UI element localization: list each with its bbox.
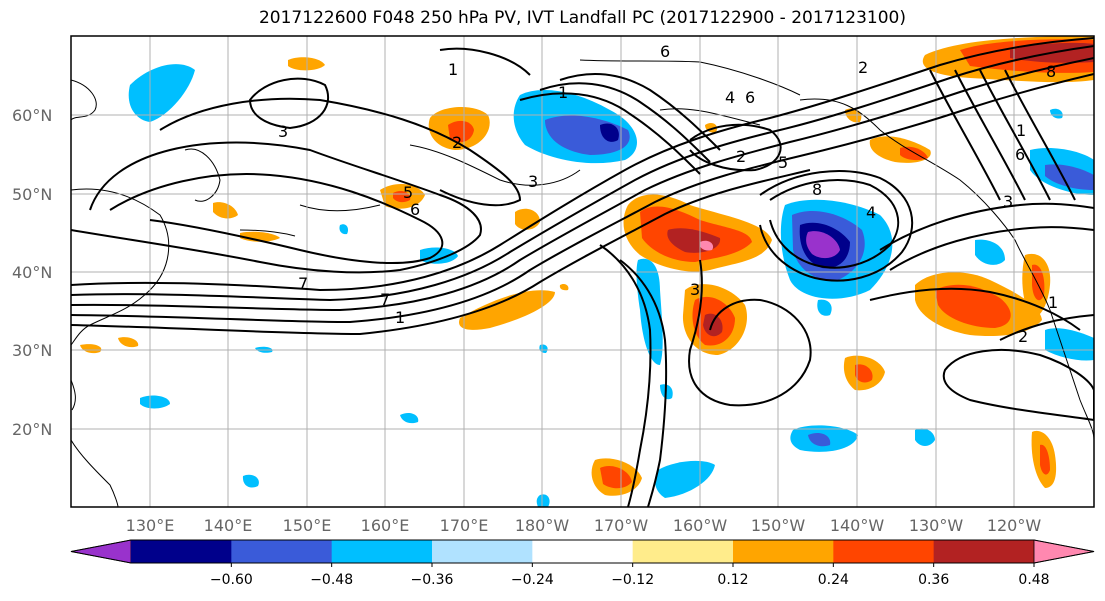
lat-label: 60°N xyxy=(12,106,52,125)
lat-label: 40°N xyxy=(12,263,52,282)
colorbar-segment xyxy=(733,540,834,563)
contour-label: 1 xyxy=(395,308,405,327)
lon-label: 130°E xyxy=(126,516,175,535)
contour-label: 5 xyxy=(403,183,413,202)
contour-label: 1 xyxy=(448,60,458,79)
colorbar-tick-label: −0.12 xyxy=(611,572,654,588)
pv-shading xyxy=(80,36,1094,507)
contour-label: 6 xyxy=(410,200,420,219)
colorbar-extend-high xyxy=(1033,539,1095,564)
lon-label: 180°W xyxy=(515,516,570,535)
colorbar-tick-label: 0.48 xyxy=(1018,572,1049,588)
contour-label: 8 xyxy=(1046,62,1056,81)
latitude-labels: 60°N 50°N 40°N 30°N 20°N xyxy=(12,106,52,439)
contour-label-group: 1 3 2 1 7 6 2 5 3 8 4 7 4 1 3 5 6 6 1 2 … xyxy=(278,42,1058,346)
contour-label: 8 xyxy=(812,180,822,199)
map-title: 2017122600 F048 250 hPa PV, IVT Landfall… xyxy=(258,8,906,28)
colorbar-tick-label: −0.36 xyxy=(411,572,454,588)
contour-label: 5 xyxy=(778,153,788,172)
contour-label: 3 xyxy=(278,122,288,141)
contour-label: 1 xyxy=(1016,121,1026,140)
contour-label: 6 xyxy=(745,88,755,107)
contour-label: 4 xyxy=(866,203,876,222)
lon-label: 140°E xyxy=(204,516,253,535)
contour-label: 1 xyxy=(558,83,568,102)
colorbar-segment xyxy=(632,540,734,563)
colorbar-tick-label: −0.24 xyxy=(511,572,554,588)
colorbar-tick-label: 0.12 xyxy=(717,572,748,588)
colorbar-tick-label: −0.48 xyxy=(310,572,353,588)
contour-label: 3 xyxy=(528,172,538,191)
lon-label: 160°E xyxy=(361,516,410,535)
colorbar-segment xyxy=(131,540,232,563)
colorbar-tick-label: −0.60 xyxy=(210,572,253,588)
lon-label: 150°W xyxy=(751,516,806,535)
longitude-labels: 130°E 140°E 150°E 160°E 170°E 180°W 170°… xyxy=(126,516,1042,535)
map-content: 1 3 2 1 7 6 2 5 3 8 4 7 4 1 3 5 6 6 1 2 … xyxy=(71,36,1094,507)
colorbar-segment xyxy=(833,540,935,563)
lat-label: 20°N xyxy=(12,420,52,439)
map-frame xyxy=(70,35,1095,508)
contour-label: 6 xyxy=(660,42,670,61)
colorbar: −0.60 −0.48 −0.36 −0.24 −0.12 0.12 0.24 0.36 0.4… xyxy=(70,539,1095,588)
colorbar-segment xyxy=(331,540,433,563)
contour-label: 3 xyxy=(1003,192,1013,211)
colorbar-segment xyxy=(933,540,1035,563)
lon-label: 150°E xyxy=(283,516,332,535)
contour-label: 7 xyxy=(380,290,390,309)
lon-label: 160°W xyxy=(673,516,728,535)
contour-label: 4 xyxy=(725,88,735,107)
colorbar-tick-label: 0.36 xyxy=(918,572,949,588)
contour-label: 6 xyxy=(1015,145,1025,164)
colorbar-extend-low xyxy=(70,539,132,564)
colorbar-outline xyxy=(70,539,1095,564)
ivt-contours xyxy=(71,37,1094,507)
lon-label: 120°W xyxy=(987,516,1042,535)
colorbar-tick-label: 0.24 xyxy=(818,572,849,588)
lon-label: 140°W xyxy=(830,516,885,535)
contour-label: 2 xyxy=(452,133,462,152)
lon-label: 130°W xyxy=(909,516,964,535)
colorbar-segment xyxy=(532,540,634,563)
colorbar-segment xyxy=(231,540,333,563)
lon-label: 170°E xyxy=(440,516,489,535)
colorbar-segment xyxy=(432,540,533,563)
lat-label: 30°N xyxy=(12,341,52,360)
contour-label: 2 xyxy=(736,147,746,166)
lat-label: 50°N xyxy=(12,185,52,204)
contour-label: 2 xyxy=(1018,327,1028,346)
contour-label: 3 xyxy=(690,280,700,299)
contour-label: 2 xyxy=(858,58,868,77)
contour-label: 7 xyxy=(298,274,308,293)
contour-label: 1 xyxy=(1048,293,1058,312)
lon-label: 170°W xyxy=(594,516,649,535)
